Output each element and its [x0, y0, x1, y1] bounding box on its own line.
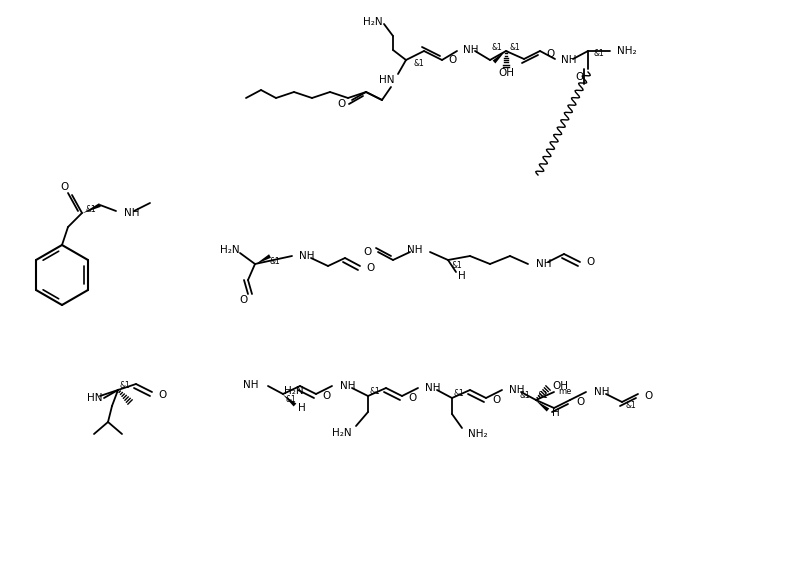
- Text: H₂N: H₂N: [332, 428, 352, 438]
- Text: O: O: [408, 393, 416, 403]
- Text: NH: NH: [242, 380, 258, 390]
- Text: O: O: [338, 99, 346, 109]
- Text: O: O: [492, 395, 500, 405]
- Polygon shape: [536, 400, 550, 412]
- Text: O: O: [366, 263, 374, 273]
- Text: &1: &1: [454, 389, 465, 398]
- Text: NH₂: NH₂: [468, 429, 488, 439]
- Text: O: O: [364, 247, 372, 257]
- Text: O: O: [586, 257, 594, 267]
- Text: me: me: [558, 388, 571, 397]
- Text: &1: &1: [286, 394, 297, 404]
- Text: &1: &1: [120, 381, 130, 390]
- Text: H₂N: H₂N: [220, 245, 240, 255]
- Polygon shape: [82, 203, 101, 213]
- Polygon shape: [493, 51, 506, 63]
- Text: H₂N: H₂N: [363, 17, 383, 27]
- Text: O: O: [448, 55, 456, 65]
- Text: &1: &1: [491, 43, 502, 51]
- Polygon shape: [255, 254, 271, 264]
- Text: &1: &1: [519, 392, 530, 401]
- Text: NH: NH: [425, 383, 441, 393]
- Text: &1: &1: [626, 401, 637, 409]
- Text: &1: &1: [270, 258, 281, 267]
- Text: NH: NH: [299, 251, 314, 261]
- Text: H: H: [298, 403, 306, 413]
- Text: O: O: [158, 390, 166, 400]
- Text: O: O: [322, 391, 330, 401]
- Text: HN: HN: [378, 75, 394, 85]
- Text: &1: &1: [452, 262, 462, 271]
- Text: NH: NH: [561, 55, 577, 65]
- Text: &1: &1: [414, 59, 425, 67]
- Text: O: O: [576, 72, 584, 82]
- Text: NH: NH: [463, 45, 478, 55]
- Text: NH: NH: [536, 259, 551, 269]
- Text: OH: OH: [552, 381, 568, 391]
- Text: HN: HN: [86, 393, 102, 403]
- Text: O: O: [240, 295, 248, 305]
- Text: NH: NH: [594, 387, 610, 397]
- Text: H₂N: H₂N: [284, 386, 304, 396]
- Text: &1: &1: [594, 50, 605, 59]
- Text: NH: NH: [124, 208, 139, 218]
- Text: O: O: [644, 391, 652, 401]
- Text: O: O: [61, 182, 69, 192]
- Text: &1: &1: [510, 43, 521, 51]
- Text: &1: &1: [370, 388, 381, 397]
- Polygon shape: [282, 394, 296, 406]
- Text: O: O: [546, 49, 554, 59]
- Text: &1: &1: [86, 205, 97, 214]
- Text: H: H: [552, 408, 560, 418]
- Text: NH₂: NH₂: [617, 46, 637, 56]
- Text: &1: &1: [538, 392, 549, 401]
- Text: NH: NH: [340, 381, 355, 391]
- Text: H: H: [458, 271, 466, 281]
- Text: NH: NH: [406, 245, 422, 255]
- Text: OH: OH: [498, 68, 514, 78]
- Text: O: O: [576, 397, 584, 407]
- Text: NH: NH: [509, 385, 525, 395]
